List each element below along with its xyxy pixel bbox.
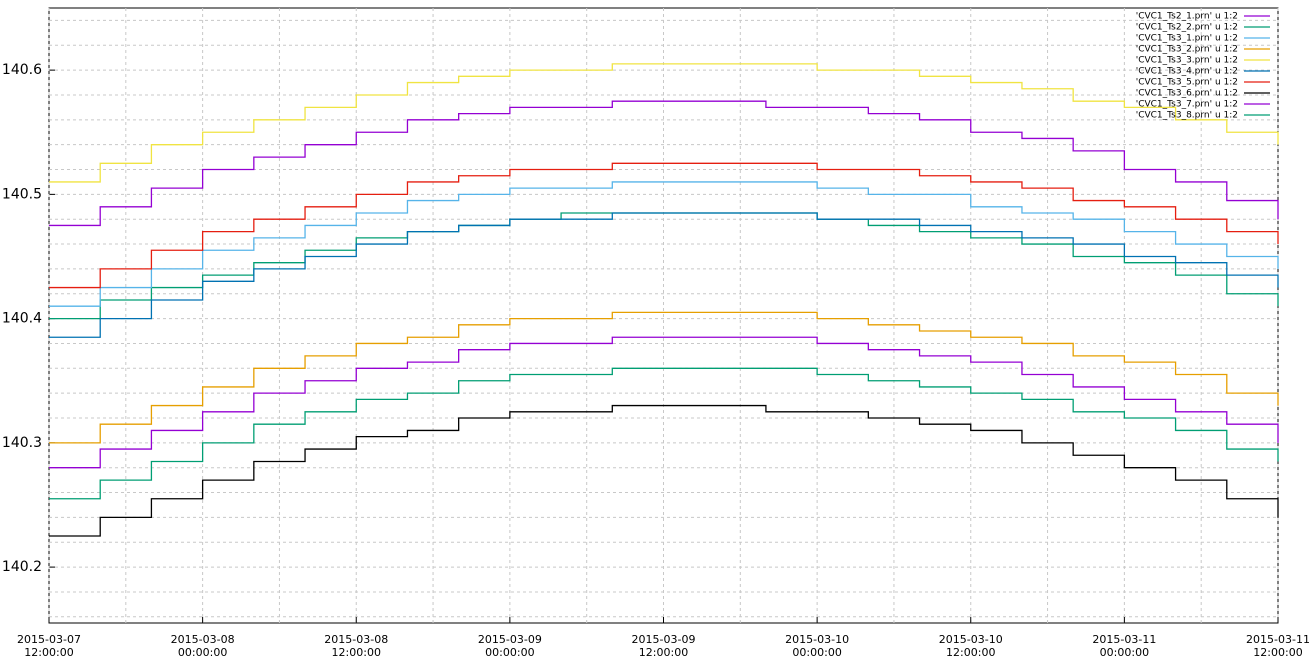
series-line: [49, 212, 1279, 338]
y-tick-label: 140.5: [2, 186, 42, 202]
x-tick-label: 2015-03-10 12:00:00: [939, 633, 1003, 659]
y-tick-label: 140.3: [2, 435, 42, 451]
legend-label: 'CVC1_Ts3_1.prn' u 1:2: [1136, 34, 1238, 44]
legend-label: 'CVC1_Ts3_7.prn' u 1:2: [1136, 100, 1238, 110]
legend-label: 'CVC1_Ts2_2.prn' u 1:2: [1136, 23, 1238, 33]
series-line: [49, 404, 1279, 537]
series-line: [49, 63, 1279, 183]
x-tick-label: 2015-03-10 00:00:00: [785, 633, 849, 659]
series-line: [49, 100, 1279, 227]
series-line: [49, 181, 1279, 307]
x-tick-label: 2015-03-09 00:00:00: [478, 633, 542, 659]
y-tick-label: 140.6: [2, 62, 42, 78]
x-tick-label: 2015-03-09 12:00:00: [632, 633, 696, 659]
legend-label: 'CVC1_Ts3_4.prn' u 1:2: [1136, 67, 1238, 77]
x-tick-label: 2015-03-08 00:00:00: [171, 633, 235, 659]
y-tick-label: 140.4: [2, 311, 42, 327]
y-tick-label: 140.2: [2, 559, 42, 575]
legend-label: 'CVC1_Ts3_5.prn' u 1:2: [1136, 78, 1238, 88]
x-tick-label: 2015-03-08 12:00:00: [324, 633, 388, 659]
legend-label: 'CVC1_Ts3_2.prn' u 1:2: [1136, 45, 1238, 55]
series-line: [49, 311, 1279, 444]
legend-label: 'CVC1_Ts3_8.prn' u 1:2: [1136, 111, 1238, 121]
x-tick-label: 2015-03-07 12:00:00: [17, 633, 81, 659]
legend-label: 'CVC1_Ts3_3.prn' u 1:2: [1136, 56, 1238, 66]
x-tick-label: 2015-03-11 12:00:00: [1246, 633, 1310, 659]
series-line: [49, 336, 1279, 469]
legend-label: 'CVC1_Ts2_1.prn' u 1:2: [1136, 12, 1238, 22]
series-line: [49, 367, 1279, 500]
series-line: [49, 162, 1279, 289]
legend-label: 'CVC1_Ts3_6.prn' u 1:2: [1136, 89, 1238, 99]
x-tick-label: 2015-03-11 00:00:00: [1092, 633, 1156, 659]
